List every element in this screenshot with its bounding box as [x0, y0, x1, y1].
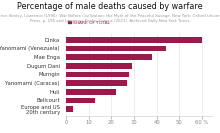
- Bar: [66, 72, 130, 77]
- Text: Source: Keeley, Lawrence (1996). War Before Civilization: the Myth of the Peacef: Source: Keeley, Lawrence (1996). War Bef…: [0, 14, 220, 23]
- Bar: [66, 106, 73, 112]
- Bar: [66, 54, 152, 60]
- Bar: [66, 37, 202, 43]
- Text: Percentage of male deaths caused by warfare: Percentage of male deaths caused by warf…: [17, 2, 203, 11]
- Bar: [66, 80, 127, 86]
- Bar: [66, 46, 166, 51]
- Bar: [66, 98, 95, 103]
- Bar: [66, 89, 116, 95]
- Legend: SHARE OF TOTAL: SHARE OF TOTAL: [68, 21, 110, 25]
- Bar: [66, 63, 132, 69]
